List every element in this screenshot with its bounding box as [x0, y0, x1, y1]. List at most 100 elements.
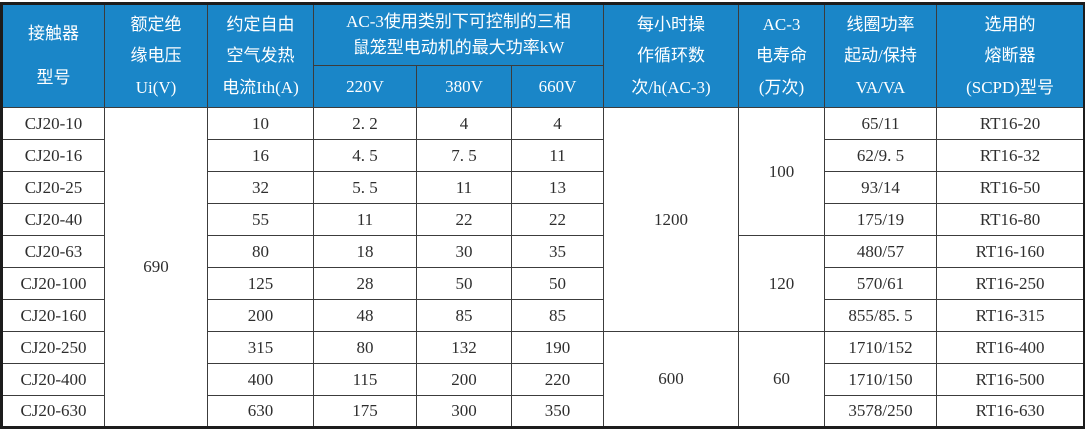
cell-cycles-merged: 1200 [603, 107, 740, 332]
cell-fuse: RT16-20 [936, 107, 1085, 140]
cell-power-220: 28 [313, 267, 417, 300]
cell-ith: 400 [207, 363, 314, 396]
cell-power-220: 115 [313, 363, 417, 396]
cell-power-380: 4 [416, 107, 512, 140]
cell-power-380: 50 [416, 267, 512, 300]
cell-fuse: RT16-250 [936, 267, 1085, 300]
cell-coil: 65/11 [824, 107, 938, 140]
cell-coil: 855/85. 5 [824, 299, 938, 332]
cell-fuse: RT16-32 [936, 139, 1085, 172]
header-line: 缘电压 [130, 46, 182, 66]
header-line: VA/VA [855, 77, 906, 97]
cell-coil: 62/9. 5 [824, 139, 938, 172]
cell-power-660: 35 [510, 235, 605, 268]
cell-power-380: 132 [416, 331, 512, 364]
cell-power-660: 50 [510, 267, 605, 300]
cell-life-merged: 60 [738, 331, 826, 428]
header-line: 型号 [36, 68, 71, 87]
header-line: 每小时操 [637, 14, 706, 34]
cell-power-220: 18 [313, 235, 417, 268]
header-ac3-max-power-group: AC-3使用类别下可控制的三相 鼠笼型电动机的最大功率kW [312, 3, 605, 66]
cell-power-660: 190 [510, 331, 605, 364]
cell-power-220: 80 [313, 331, 417, 364]
table-row: CJ20-25 32 5. 5 11 13 93/14 RT16-50 [1, 171, 1085, 204]
header-line: AC-3 [762, 14, 801, 34]
cell-power-380: 30 [416, 235, 512, 268]
cell-power-220: 48 [313, 299, 417, 332]
cell-fuse: RT16-630 [936, 395, 1085, 428]
header-line: 起动/保持 [844, 46, 917, 66]
cell-power-220: 4. 5 [313, 139, 417, 172]
cell-power-380: 11 [416, 171, 512, 204]
header-contactor-model: 接触器 型号 [1, 3, 105, 108]
header-line: 线圈功率 [846, 14, 915, 34]
contactor-spec-table: 接触器 型号 额定绝 缘电压 Ui(V) 约定自由 空气发热 电流Ith(A) … [0, 2, 1085, 429]
cell-model: CJ20-16 [1, 139, 105, 172]
header-line: 熔断器 [984, 46, 1036, 66]
cell-life-merged: 100 [738, 107, 826, 236]
header-thermal-current: 约定自由 空气发热 电流Ith(A) [207, 3, 314, 108]
cell-model: CJ20-40 [1, 203, 105, 236]
cell-ith: 16 [207, 139, 314, 172]
header-line: 鼠笼型电动机的最大功率kW [352, 38, 565, 57]
cell-coil: 1710/150 [824, 363, 938, 396]
header-line: (SCPD)型号 [966, 77, 1054, 97]
cell-fuse: RT16-80 [936, 203, 1085, 236]
cell-power-660: 4 [510, 107, 605, 140]
cell-coil: 480/57 [824, 235, 938, 268]
cell-ith: 630 [207, 395, 314, 428]
cell-life-merged: 120 [738, 235, 826, 332]
table-row: CJ20-400 400 115 200 220 1710/150 RT16-5… [1, 363, 1085, 396]
header-line: 额定绝 [130, 14, 182, 34]
cell-ith: 125 [207, 267, 314, 300]
cell-model: CJ20-400 [1, 363, 105, 396]
table-row: CJ20-16 16 4. 5 7. 5 11 62/9. 5 RT16-32 [1, 139, 1085, 172]
cell-fuse: RT16-50 [936, 171, 1085, 204]
cell-power-380: 85 [416, 299, 512, 332]
cell-power-660: 350 [510, 395, 605, 428]
cell-ith: 55 [207, 203, 314, 236]
cell-power-220: 2. 2 [313, 107, 417, 140]
header-line: 电寿命 [756, 46, 808, 66]
cell-model: CJ20-100 [1, 267, 105, 300]
cell-power-660: 11 [510, 139, 605, 172]
table-body: CJ20-10 690 10 2. 2 4 4 1200 100 65/11 R… [1, 107, 1085, 428]
header-line: (万次) [758, 77, 805, 97]
subheader-220v: 220V [313, 65, 417, 108]
cell-power-660: 85 [510, 299, 605, 332]
cell-power-380: 300 [416, 395, 512, 428]
cell-power-380: 200 [416, 363, 512, 396]
table-header: 接触器 型号 额定绝 缘电压 Ui(V) 约定自由 空气发热 电流Ith(A) … [1, 3, 1085, 108]
header-line: 空气发热 [226, 46, 295, 66]
cell-ith: 315 [207, 331, 314, 364]
cell-ith: 10 [207, 107, 314, 140]
cell-ith: 200 [207, 299, 314, 332]
cell-model: CJ20-160 [1, 299, 105, 332]
header-rated-insulation-voltage: 额定绝 缘电压 Ui(V) [104, 3, 208, 108]
cell-ui-merged: 690 [104, 107, 208, 428]
header-line: 次/h(AC-3) [631, 77, 711, 97]
cell-power-380: 7. 5 [416, 139, 512, 172]
header-line: Ui(V) [135, 77, 177, 97]
cell-coil: 1710/152 [824, 331, 938, 364]
table-row: CJ20-63 80 18 30 35 120 480/57 RT16-160 [1, 235, 1085, 332]
cell-power-380: 22 [416, 203, 512, 236]
header-operating-cycles-per-hour: 每小时操 作循环数 次/h(AC-3) [603, 3, 740, 108]
header-line: 作循环数 [637, 46, 706, 66]
cell-cycles-merged: 600 [603, 331, 740, 428]
cell-ith: 80 [207, 235, 314, 268]
header-line: 电流Ith(A) [222, 77, 299, 97]
header-line: 约定自由 [226, 14, 295, 34]
cell-model: CJ20-10 [1, 107, 105, 140]
cell-coil: 175/19 [824, 203, 938, 236]
cell-fuse: RT16-160 [936, 235, 1085, 268]
header-ac3-electrical-life: AC-3 电寿命 (万次) [738, 3, 826, 108]
cell-fuse: RT16-500 [936, 363, 1085, 396]
subheader-660v: 660V [510, 65, 605, 108]
header-line: 选用的 [984, 14, 1036, 34]
cell-power-660: 22 [510, 203, 605, 236]
cell-ith: 32 [207, 171, 314, 204]
header-fuse-scpd-model: 选用的 熔断器 (SCPD)型号 [936, 3, 1085, 108]
table-row: CJ20-250 315 80 132 190 600 60 1710/152 … [1, 331, 1085, 428]
